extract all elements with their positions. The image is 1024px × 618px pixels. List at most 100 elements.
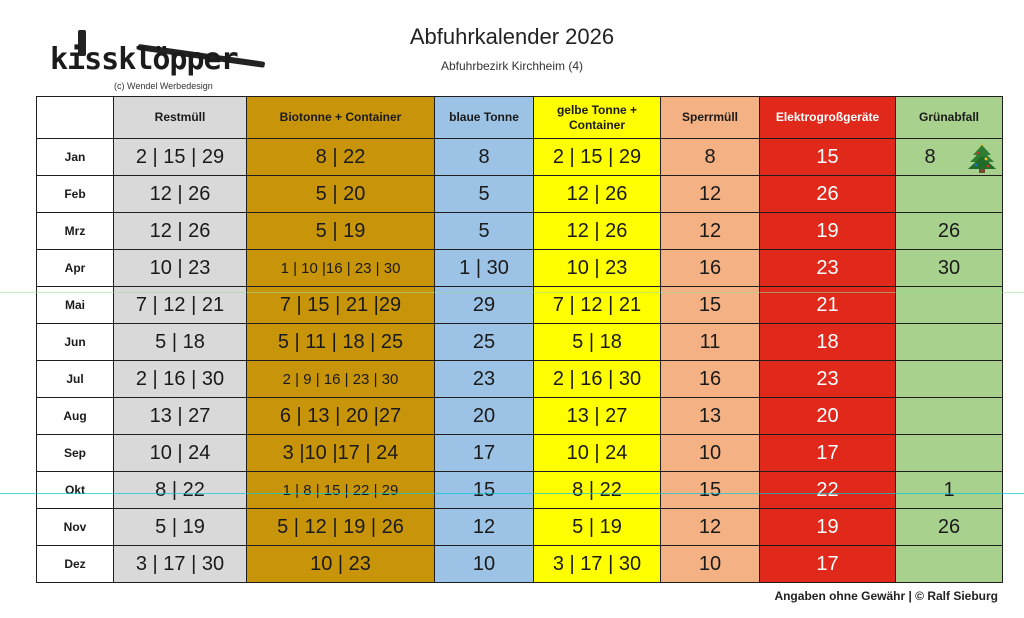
cell-biotonne: 2 | 9 | 16 | 23 | 30 xyxy=(246,360,435,398)
month-label: Jul xyxy=(36,360,114,398)
table-row: Jan 2 | 15 | 29 8 | 22 8 2 | 15 | 29 8 15 8 xyxy=(36,138,1003,176)
cell-elektro: 20 xyxy=(759,397,896,435)
col-header-gelbe-tonne: gelbe Tonne + Container xyxy=(533,96,661,139)
hammer-head-icon xyxy=(78,30,86,56)
cell-restmuell: 13 | 27 xyxy=(113,397,247,435)
cell-sperrmuell: 16 xyxy=(660,360,760,398)
cell-gruenabfall: 26 xyxy=(895,508,1003,546)
col-header-gruenabfall: Grünabfall xyxy=(895,96,1003,139)
month-label: Mrz xyxy=(36,212,114,250)
cell-gruenabfall xyxy=(895,397,1003,435)
col-header-blaue-tonne: blaue Tonne xyxy=(434,96,534,139)
cell-biotonne: 1 | 10 |16 | 23 | 30 xyxy=(246,249,435,287)
cell-gruenabfall xyxy=(895,175,1003,213)
cell-elektro: 23 xyxy=(759,360,896,398)
cell-elektro: 17 xyxy=(759,434,896,472)
table-row: Mrz 12 | 26 5 | 19 5 12 | 26 12 19 26 xyxy=(36,212,1003,250)
month-label: Aug xyxy=(36,397,114,435)
month-label: Jan xyxy=(36,138,114,176)
cell-gruenabfall xyxy=(895,360,1003,398)
logo-byline: (c) Wendel Werbedesign xyxy=(114,81,213,91)
cell-restmuell: 3 | 17 | 30 xyxy=(113,545,247,583)
cell-biotonne: 5 | 12 | 19 | 26 xyxy=(246,508,435,546)
col-header-biotonne: Biotonne + Container xyxy=(246,96,435,139)
cell-gruenabfall xyxy=(895,323,1003,361)
page-title: Abfuhrkalender 2026 xyxy=(409,24,615,49)
table-row: Dez 3 | 17 | 30 10 | 23 10 3 | 17 | 30 10 17 xyxy=(36,545,1003,583)
table-row: Sep 10 | 24 3 |10 |17 | 24 17 10 | 24 10 17 xyxy=(36,434,1003,472)
col-header-sperrmuell: Sperrmüll xyxy=(660,96,760,139)
scan-artifact-line xyxy=(0,493,1024,494)
table-row: Jun 5 | 18 5 | 11 | 18 | 25 25 5 | 18 11 18 xyxy=(36,323,1003,361)
cell-gruenabfall: 26 xyxy=(895,212,1003,250)
cell-gelbe-tonne: 12 | 26 xyxy=(533,212,661,250)
cell-sperrmuell: 11 xyxy=(660,323,760,361)
table-row: Okt 8 | 22 1 | 8 | 15 | 22 | 29 15 8 | 22 15 2… xyxy=(36,471,1003,509)
cell-gelbe-tonne: 10 | 23 xyxy=(533,249,661,287)
cell-biotonne: 3 |10 |17 | 24 xyxy=(246,434,435,472)
cell-elektro: 19 xyxy=(759,508,896,546)
month-label: Apr xyxy=(36,249,114,287)
cell-gelbe-tonne: 5 | 18 xyxy=(533,323,661,361)
cell-gruenabfall: 8 xyxy=(895,138,1003,176)
table-row: Nov 5 | 19 5 | 12 | 19 | 26 12 5 | 19 12 19 26 xyxy=(36,508,1003,546)
cell-blaue-tonne: 23 xyxy=(434,360,534,398)
cell-gelbe-tonne: 13 | 27 xyxy=(533,397,661,435)
table-row: Aug 13 | 27 6 | 13 | 20 |27 20 13 | 27 13 20 xyxy=(36,397,1003,435)
cell-gelbe-tonne: 5 | 19 xyxy=(533,508,661,546)
cell-blaue-tonne: 25 xyxy=(434,323,534,361)
table-row: Feb 12 | 26 5 | 20 5 12 | 26 12 26 xyxy=(36,175,1003,213)
cell-blaue-tonne: 20 xyxy=(434,397,534,435)
col-header-restmuell: Restmüll xyxy=(113,96,247,139)
cell-elektro: 18 xyxy=(759,323,896,361)
cell-sperrmuell: 12 xyxy=(660,175,760,213)
cell-sperrmuell: 10 xyxy=(660,434,760,472)
cell-sperrmuell: 13 xyxy=(660,397,760,435)
cell-gelbe-tonne: 3 | 17 | 30 xyxy=(533,545,661,583)
cell-gruenabfall: 30 xyxy=(895,249,1003,287)
logo: kissklöpper (c) Wendel Werbedesign xyxy=(48,26,266,96)
scan-artifact-line xyxy=(0,292,1024,293)
cell-sperrmuell: 15 xyxy=(660,471,760,509)
cell-gelbe-tonne: 10 | 24 xyxy=(533,434,661,472)
cell-blaue-tonne: 12 xyxy=(434,508,534,546)
cell-blaue-tonne: 8 xyxy=(434,138,534,176)
header-row: Restmüll Biotonne + Container blaue Tonn… xyxy=(36,96,1003,139)
logo-wordmark: kissklöpper xyxy=(50,42,239,77)
cell-biotonne: 5 | 19 xyxy=(246,212,435,250)
christmas-tree-icon xyxy=(965,141,999,173)
month-label: Nov xyxy=(36,508,114,546)
footer-disclaimer: Angaben ohne Gewähr | © Ralf Sieburg xyxy=(774,589,998,603)
cell-restmuell: 10 | 24 xyxy=(113,434,247,472)
cell-biotonne: 5 | 11 | 18 | 25 xyxy=(246,323,435,361)
cell-biotonne: 1 | 8 | 15 | 22 | 29 xyxy=(246,471,435,509)
cell-blaue-tonne: 15 xyxy=(434,471,534,509)
cell-gruenabfall: 1 xyxy=(895,471,1003,509)
cell-biotonne: 8 | 22 xyxy=(246,138,435,176)
cell-biotonne: 6 | 13 | 20 |27 xyxy=(246,397,435,435)
cell-sperrmuell: 12 xyxy=(660,212,760,250)
cell-blaue-tonne: 1 | 30 xyxy=(434,249,534,287)
cell-blaue-tonne: 5 xyxy=(434,212,534,250)
cell-gelbe-tonne: 2 | 15 | 29 xyxy=(533,138,661,176)
cell-restmuell: 12 | 26 xyxy=(113,175,247,213)
cell-restmuell: 2 | 15 | 29 xyxy=(113,138,247,176)
table-row: Apr 10 | 23 1 | 10 |16 | 23 | 30 1 | 30 10 |… xyxy=(36,249,1003,287)
cell-biotonne: 5 | 20 xyxy=(246,175,435,213)
cell-restmuell: 5 | 19 xyxy=(113,508,247,546)
month-label: Feb xyxy=(36,175,114,213)
cell-restmuell: 12 | 26 xyxy=(113,212,247,250)
cell-restmuell: 2 | 16 | 30 xyxy=(113,360,247,398)
cell-gelbe-tonne: 2 | 16 | 30 xyxy=(533,360,661,398)
cell-blaue-tonne: 5 xyxy=(434,175,534,213)
month-label: Jun xyxy=(36,323,114,361)
table-row: Jul 2 | 16 | 30 2 | 9 | 16 | 23 | 30 23 2 | … xyxy=(36,360,1003,398)
cell-sperrmuell: 8 xyxy=(660,138,760,176)
cell-elektro: 15 xyxy=(759,138,896,176)
cell-restmuell: 8 | 22 xyxy=(113,471,247,509)
cell-blaue-tonne: 17 xyxy=(434,434,534,472)
col-header-elektro: Elektrogroßgeräte xyxy=(759,96,896,139)
cell-restmuell: 10 | 23 xyxy=(113,249,247,287)
corner-cell xyxy=(36,96,114,139)
cell-restmuell: 5 | 18 xyxy=(113,323,247,361)
